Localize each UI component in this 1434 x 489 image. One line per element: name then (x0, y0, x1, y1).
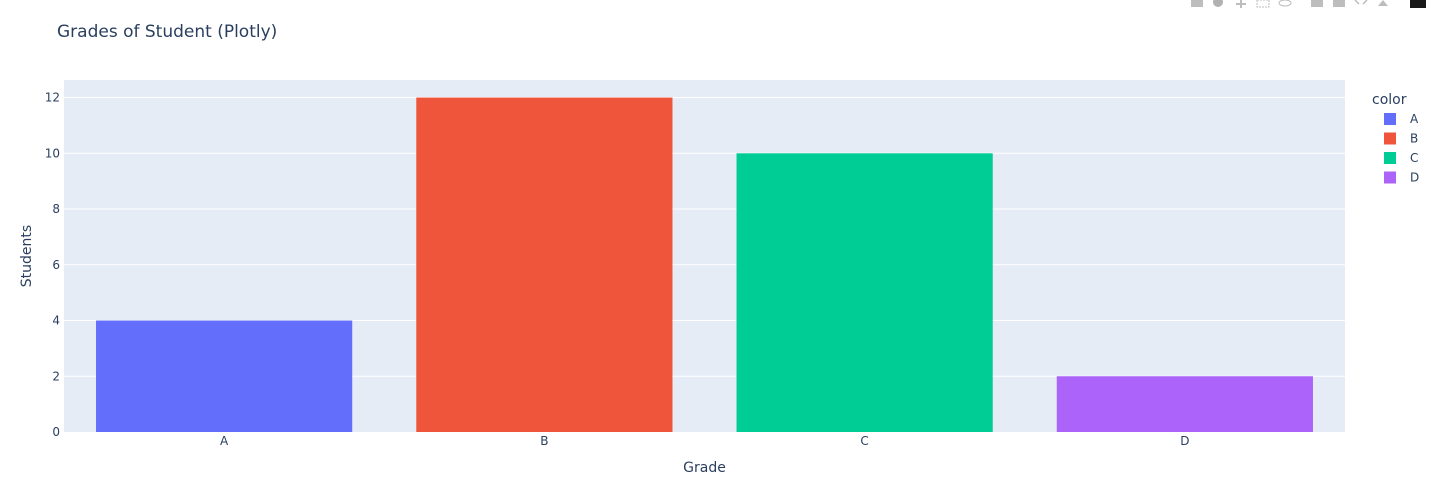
autoscale-icon[interactable] (1354, 0, 1368, 8)
legend-label: C (1410, 151, 1418, 165)
y-tick-label: 2 (52, 369, 60, 383)
y-axis-title: Students (19, 225, 35, 287)
pan-icon[interactable] (1234, 0, 1248, 8)
bar-C[interactable] (736, 153, 993, 432)
plotly-logo-icon[interactable] (1410, 0, 1426, 8)
x-tick-label: B (540, 434, 548, 448)
legend-swatch (1384, 152, 1396, 164)
legend-swatch (1384, 171, 1396, 184)
modebar (1190, 0, 1426, 10)
chart-title: Grades of Student (Plotly) (57, 22, 277, 42)
x-tick-label: A (220, 434, 229, 448)
y-tick-label: 4 (52, 314, 60, 328)
legend-label: B (1410, 132, 1418, 146)
zoom-out-icon[interactable] (1332, 0, 1346, 8)
legend-label: A (1410, 112, 1419, 126)
home-icon[interactable] (1376, 0, 1390, 8)
legend-title: color (1372, 92, 1407, 108)
bar-D[interactable] (1056, 376, 1313, 432)
lasso-icon[interactable] (1278, 0, 1292, 8)
legend-swatch (1384, 113, 1396, 125)
y-tick-label: 6 (52, 258, 60, 272)
zoom-icon[interactable] (1212, 0, 1226, 8)
box-select-icon[interactable] (1256, 0, 1270, 8)
y-tick-label: 8 (52, 202, 60, 216)
bar-A[interactable] (96, 320, 353, 432)
y-tick-label: 0 (52, 425, 60, 439)
legend-item-C[interactable]: C (1384, 151, 1418, 165)
y-tick-label: 12 (45, 91, 60, 105)
legend-label: D (1410, 171, 1419, 185)
zoom-in-icon[interactable] (1310, 0, 1324, 8)
y-axis-ticks: 0 2 4 6 8 10 12 (45, 91, 60, 439)
legend-item-D[interactable]: D (1384, 171, 1419, 185)
legend-item-B[interactable]: B (1384, 132, 1418, 146)
legend-item-A[interactable]: A (1384, 112, 1419, 126)
camera-icon[interactable] (1190, 0, 1204, 8)
x-tick-label: D (1180, 434, 1189, 448)
x-axis-title: Grade (683, 460, 726, 476)
y-tick-label: 10 (45, 146, 60, 160)
x-axis-ticks: A B C D (220, 434, 1189, 448)
bar-B[interactable] (416, 97, 673, 432)
legend-swatch (1384, 132, 1396, 145)
bars (96, 97, 1313, 432)
x-tick-label: C (860, 434, 868, 448)
